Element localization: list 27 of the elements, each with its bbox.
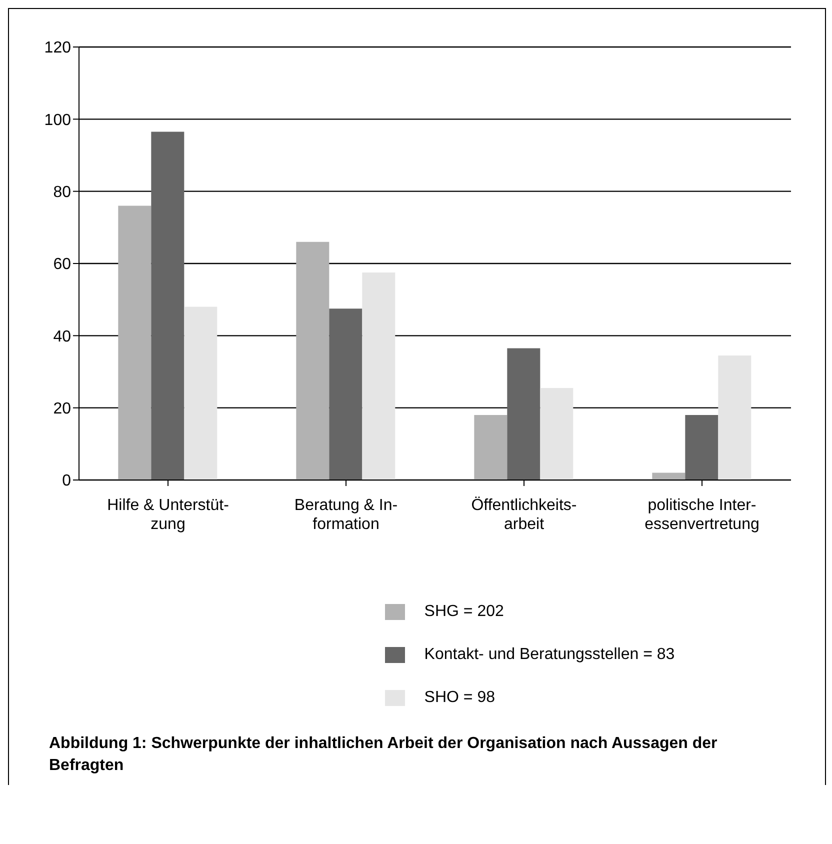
legend-label: SHO = 98 (424, 688, 495, 706)
y-tick-label: 40 (53, 328, 72, 346)
y-tick-label: 0 (62, 472, 72, 490)
x-tick-label: Öffentlichkeits- arbeit (471, 496, 577, 533)
bar (507, 348, 540, 480)
bar (151, 132, 184, 480)
x-tick-label: politische Inter- essenvertretung (644, 497, 760, 533)
legend-label: SHG = 202 (424, 602, 504, 620)
y-tick-label: 120 (44, 40, 72, 57)
y-tick-label: 60 (53, 256, 72, 274)
text: Abbildung 1: Schwerpunkte der inhaltlichen Arbeit der Organisation nach Aussagen der Befragten (48, 734, 718, 776)
bar (329, 308, 362, 480)
bar (474, 415, 508, 480)
bar (184, 306, 218, 480)
y-tick-label: 20 (53, 400, 72, 418)
bar (652, 472, 686, 480)
bar (685, 415, 718, 480)
y-tick-label: 100 (44, 112, 72, 129)
bar (296, 242, 330, 480)
bar (362, 272, 396, 480)
legend-label: Kontakt- und Beratungsstellen = 83 (424, 646, 675, 664)
x-tick-label: Beratung & In- formation (294, 497, 398, 533)
bar (718, 356, 752, 480)
x-tick-label: Hilfe & Unterstüt- zung (107, 497, 229, 533)
bar (540, 388, 574, 480)
bar (118, 206, 152, 480)
y-tick-label: 80 (53, 184, 72, 202)
